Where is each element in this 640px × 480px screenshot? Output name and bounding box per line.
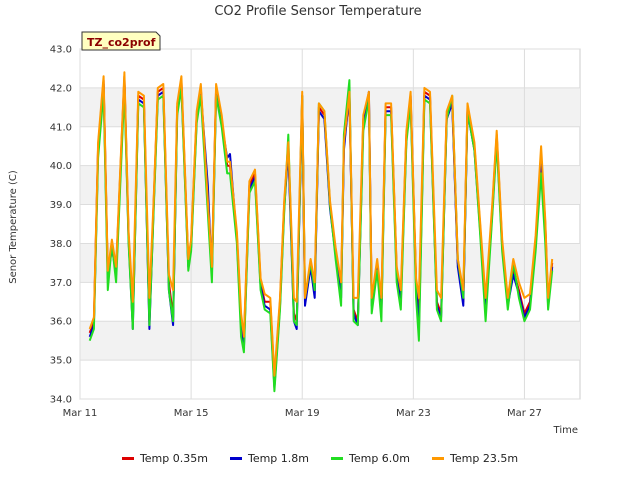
y-tick-label: 37.0 xyxy=(50,278,72,289)
plot-background xyxy=(79,48,581,400)
y-tick-label: 38.0 xyxy=(50,239,72,250)
y-tick-label: 41.0 xyxy=(50,122,72,133)
site-annotation: TZ_co2prof xyxy=(81,31,161,51)
chart-title: CO2 Profile Sensor Temperature xyxy=(214,4,421,19)
legend-item: Temp 23.5m xyxy=(432,452,518,465)
y-tick-label: 34.0 xyxy=(50,395,72,406)
y-axis-ticks: 34.0 35.0 36.0 37.0 38.0 39.0 40.0 41.0 42.0 43.0 xyxy=(50,45,72,406)
legend-label: Temp 23.5m xyxy=(450,452,519,465)
y-axis-label: Senor Temperature (C) xyxy=(8,170,19,284)
series-lines xyxy=(88,71,554,393)
y-tick-label: 35.0 xyxy=(50,356,72,367)
x-tick-label: Mar 27 xyxy=(507,408,542,419)
legend-item: Temp 6.0m xyxy=(331,452,410,465)
series-line xyxy=(88,71,554,377)
legend-item: Temp 1.8m xyxy=(229,452,309,465)
x-tick-label: Mar 15 xyxy=(174,408,209,419)
x-tick-label: Mar 19 xyxy=(285,408,320,419)
legend-swatch xyxy=(432,457,445,460)
legend-swatch xyxy=(121,457,134,460)
y-tick-label: 36.0 xyxy=(50,317,72,328)
legend-label: Temp 0.35m xyxy=(139,452,208,465)
site-annotation-label: TZ_co2prof xyxy=(87,36,156,49)
y-tick-label: 43.0 xyxy=(50,45,72,56)
plot-band xyxy=(80,321,580,361)
legend-label: Temp 1.8m xyxy=(247,452,309,465)
plot-band xyxy=(80,87,580,127)
x-tick-label: Mar 23 xyxy=(396,408,431,419)
plot-band xyxy=(80,243,580,283)
legend-label: Temp 6.0m xyxy=(349,452,411,465)
y-tick-label: 39.0 xyxy=(50,200,72,211)
legend-swatch xyxy=(229,457,242,460)
x-axis-label: Time xyxy=(553,425,578,436)
x-tick-label: Mar 11 xyxy=(63,408,98,419)
legend-item: Temp 0.35m xyxy=(121,452,208,465)
legend-swatch xyxy=(331,457,343,460)
x-axis-ticks: Mar 11 Mar 15 Mar 19 Mar 23 Mar 27 xyxy=(63,408,542,419)
legend: Temp 0.35m Temp 1.8m Temp 6.0m Temp 23.5m xyxy=(0,452,640,465)
y-tick-label: 42.0 xyxy=(50,83,72,94)
y-tick-label: 40.0 xyxy=(50,161,72,172)
